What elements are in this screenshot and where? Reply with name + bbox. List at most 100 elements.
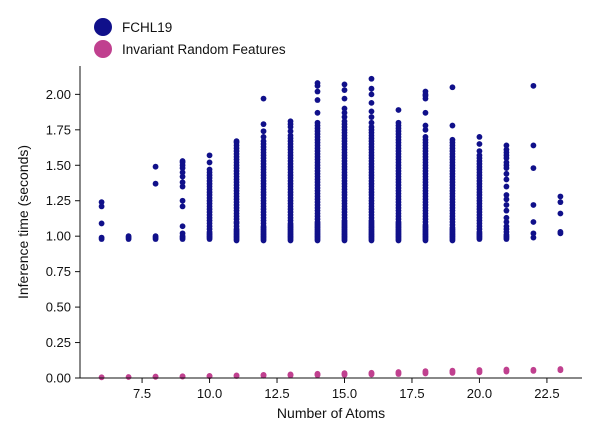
legend-marker-fchl19 <box>94 18 112 36</box>
data-point <box>287 118 294 125</box>
data-point <box>152 180 159 187</box>
data-point <box>476 148 483 154</box>
data-point <box>530 366 537 373</box>
data-point <box>179 158 186 164</box>
data-point <box>260 138 267 145</box>
series-invariant-random-features <box>98 366 564 381</box>
data-point <box>179 173 186 180</box>
data-point <box>179 197 186 204</box>
data-point <box>314 88 321 95</box>
data-point <box>476 134 483 140</box>
data-point <box>341 95 348 102</box>
legend-marker-invariant-random-features <box>94 40 112 58</box>
data-point <box>449 122 456 129</box>
data-point <box>314 119 321 126</box>
data-point <box>287 371 294 378</box>
x-axis-title: Number of Atoms <box>277 405 385 421</box>
data-point <box>314 97 321 103</box>
data-point <box>422 122 429 129</box>
data-point <box>368 119 375 126</box>
data-point <box>530 230 537 237</box>
x-tick-label: 12.5 <box>264 386 289 401</box>
data-point <box>368 108 375 115</box>
data-point <box>557 199 564 206</box>
data-point <box>341 118 348 125</box>
data-point <box>152 163 159 170</box>
data-point <box>503 202 510 208</box>
legend: FCHL19 Invariant Random Features <box>94 18 286 58</box>
data-point <box>395 119 402 126</box>
data-point <box>503 223 510 230</box>
data-point <box>179 223 186 230</box>
data-point <box>260 121 267 128</box>
y-axis-title: Inference time (seconds) <box>15 145 31 299</box>
data-point <box>368 85 375 92</box>
data-point <box>503 192 510 198</box>
y-tick-label: 0.75 <box>46 264 71 279</box>
data-point <box>503 207 510 214</box>
data-point <box>98 203 105 210</box>
data-point <box>206 152 213 159</box>
data-point <box>503 196 510 203</box>
x-tick-label: 10.0 <box>197 386 222 401</box>
data-point <box>503 146 510 153</box>
y-tick-label: 0.50 <box>46 300 71 315</box>
data-point <box>314 80 321 86</box>
data-point <box>368 124 375 130</box>
series-fchl19 <box>98 75 564 244</box>
data-point <box>530 234 537 241</box>
y-ticks: 0.00 0.25 0.50 0.75 1.00 1.25 1.50 1.75 2.00 <box>46 87 80 386</box>
data-point <box>179 179 186 186</box>
data-point <box>422 368 429 375</box>
x-tick-label: 17.5 <box>399 386 424 401</box>
data-point <box>98 220 105 227</box>
data-point <box>368 369 375 376</box>
data-point <box>449 84 456 91</box>
data-point <box>341 114 348 120</box>
y-tick-label: 1.00 <box>46 229 71 244</box>
data-point <box>260 95 267 102</box>
data-point <box>503 214 510 221</box>
data-point <box>260 134 267 140</box>
data-point <box>476 141 483 147</box>
data-point <box>557 210 564 217</box>
data-point <box>422 88 429 95</box>
x-tick-label: 7.5 <box>133 386 151 401</box>
data-point <box>530 165 537 172</box>
data-point <box>179 169 186 176</box>
data-point <box>368 114 375 120</box>
data-point <box>476 152 483 159</box>
data-point <box>368 75 375 82</box>
data-point <box>503 159 510 166</box>
data-point <box>206 372 213 379</box>
data-point <box>287 128 294 135</box>
data-point <box>179 230 186 237</box>
data-point <box>530 142 537 149</box>
data-point <box>179 203 186 210</box>
data-point <box>503 176 510 183</box>
data-point <box>557 193 564 200</box>
y-tick-label: 2.00 <box>46 87 71 102</box>
data-point <box>422 134 429 140</box>
data-point <box>530 82 537 89</box>
data-point <box>503 366 510 373</box>
data-point <box>98 234 105 241</box>
data-point <box>233 138 240 145</box>
data-point <box>179 183 186 190</box>
data-point <box>98 199 105 206</box>
legend-label-fchl19: FCHL19 <box>122 20 172 35</box>
data-point <box>368 91 375 98</box>
data-point <box>125 374 132 380</box>
data-point <box>422 109 429 116</box>
y-tick-label: 0.00 <box>46 371 71 386</box>
data-point <box>449 136 456 143</box>
data-point <box>233 372 240 379</box>
x-tick-label: 22.5 <box>534 386 559 401</box>
y-tick-label: 1.75 <box>46 122 71 137</box>
data-point <box>503 142 510 149</box>
data-point <box>476 367 483 373</box>
data-point <box>503 183 510 190</box>
data-point <box>287 132 294 139</box>
data-point <box>152 233 159 240</box>
